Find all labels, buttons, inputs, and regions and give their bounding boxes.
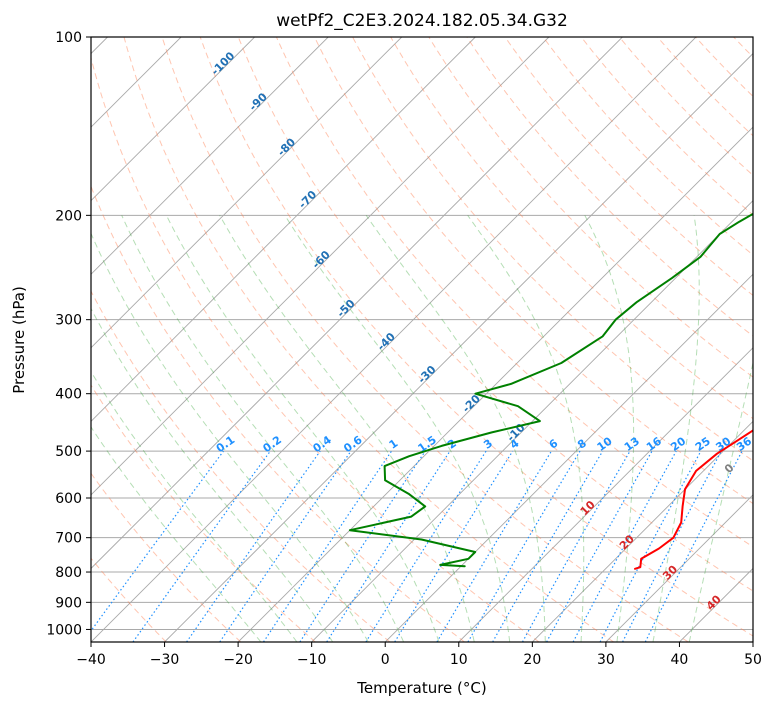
y-tick-label: 700 [55,531,82,547]
moist-adiabat [91,307,334,642]
mixing-ratio-line [326,450,451,642]
y-tick-label: 200 [55,208,82,224]
mixing-ratio-line [572,450,677,642]
moist-adiabat [121,215,405,642]
mixing-ratio-line [132,450,271,642]
isotherm-line [384,273,753,642]
isotherm-line [91,37,476,422]
mixing-ratio-line [219,450,352,642]
mixing-ratio-line [299,450,426,642]
moist-adiabat [467,215,585,642]
mixing-ratio-line [546,450,653,642]
dry-adiabat [466,37,753,337]
moist-adiabat [652,215,700,642]
isotherm-line [532,420,753,642]
mixing-ratio-line [91,450,224,632]
isotherm-line [458,347,753,642]
isotherm-line [237,126,753,642]
moist-adiabat [584,215,635,642]
isotherm-line [91,37,697,642]
dry-adiabat [504,37,753,297]
moist-adiabat [219,215,475,642]
x-tick-label: −10 [297,652,327,668]
isotherm-line [164,52,753,642]
mixing-ratio-line [521,450,631,642]
moist-adiabat [284,215,511,642]
y-tick-label: 400 [55,387,82,403]
x-tick-label: 20 [523,652,541,668]
mixing-ratio-line [644,450,743,642]
moist-adiabat [91,232,369,642]
y-tick-label: 1000 [46,622,82,638]
isotherm-line [91,37,623,570]
dry-adiabat [428,37,753,378]
x-tick-label: 0 [381,652,390,668]
temperature-profile-line [634,429,753,570]
isotherm-line [91,37,329,275]
plot-frame [90,36,754,643]
isotherm-line [605,494,753,642]
mixing-ratio-line [262,450,392,642]
isotherm-line [91,37,403,349]
mixing-ratio-line [394,450,514,642]
x-tick-label: 50 [744,652,762,668]
chart-title: wetPf2_C2E3.2024.182.05.34.G32 [276,11,568,31]
x-axis: −40 −30 −20 −10 0 10 20 30 40 50 [76,642,762,668]
dry-adiabat [390,37,753,420]
y-tick-label: 300 [55,313,82,329]
moist-adiabat [91,370,298,642]
x-tick-label: −20 [223,652,253,668]
dry-adiabat [91,290,391,642]
dry-adiabat [352,37,753,462]
dry-adiabat [275,37,753,548]
dewpoint-profile-line [348,212,753,568]
moist-adiabat [365,215,546,642]
x-axis-label: Temperature (°C) [356,679,486,697]
isotherm-line [91,37,255,202]
isotherm-line [311,200,753,642]
y-tick-label: 600 [55,491,82,507]
moist-adiabat [91,426,262,642]
dry-adiabat [91,185,465,642]
x-tick-label: −40 [76,652,106,668]
dry-adiabat [91,384,316,642]
dry-adiabat [199,37,753,637]
y-tick-label: 800 [55,565,82,581]
isotherm-line [91,37,550,496]
dry-adiabat [314,37,753,505]
mixing-ratio-line [186,450,321,642]
y-axis: 100 200 300 400 500 600 700 800 900 1000 [46,30,91,638]
y-tick-label: 900 [55,595,82,611]
moist-adiabat [165,215,440,642]
x-tick-label: 30 [597,652,615,668]
dry-adiabat [123,37,614,642]
dry-adiabat [161,37,689,642]
x-tick-label: 40 [671,652,689,668]
dry-adiabat [237,37,753,592]
y-tick-label: 100 [55,30,82,46]
dry-adiabat [91,55,540,642]
y-axis-label: Pressure (hPa) [10,286,28,394]
dry-adiabat [91,472,242,642]
x-tick-label: 10 [450,652,468,668]
x-tick-label: −30 [150,652,180,668]
y-tick-label: 500 [55,444,82,460]
